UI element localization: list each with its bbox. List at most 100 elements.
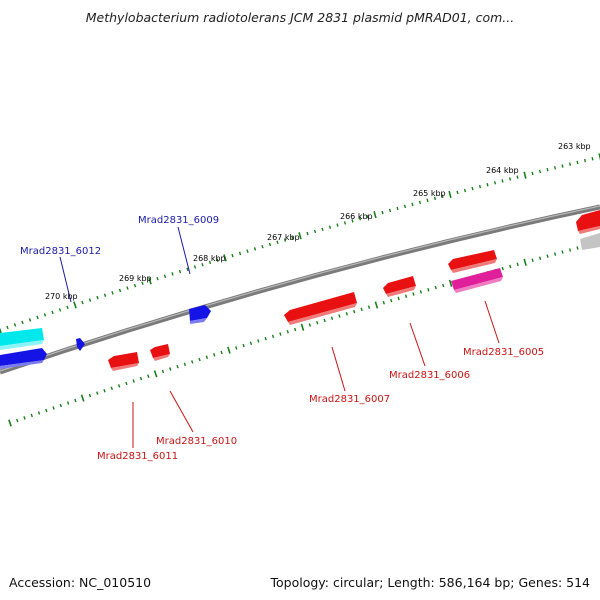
outer-tick xyxy=(546,167,549,172)
outer-tick xyxy=(433,196,437,201)
scale-label-266: 266 kbp xyxy=(340,212,373,221)
inner-tick xyxy=(286,330,289,334)
gene-edge-red[interactable] xyxy=(576,210,600,234)
inner-tick xyxy=(539,256,542,260)
outer-tick xyxy=(448,190,452,199)
scale-label-267: 267 kbp xyxy=(267,233,300,242)
inner-tick xyxy=(509,264,512,269)
inner-tick xyxy=(338,314,341,318)
inner-tick xyxy=(242,343,245,348)
inner-tick xyxy=(80,394,85,402)
outer-tick xyxy=(508,177,512,181)
inner-tick xyxy=(74,398,77,403)
label-leader-lines xyxy=(59,226,500,448)
gene-6006[interactable] xyxy=(383,276,416,297)
outer-tick xyxy=(118,288,122,293)
outer-tick xyxy=(561,164,564,168)
outer-tick xyxy=(186,267,189,272)
inner-tick xyxy=(427,288,430,292)
leader-6009 xyxy=(177,226,191,275)
gene-label-6005[interactable]: Mrad2831_6005 xyxy=(463,347,544,358)
outer-tick xyxy=(358,217,362,221)
outer-tick xyxy=(411,202,414,207)
inner-tick xyxy=(553,252,557,256)
inner-tick xyxy=(353,309,356,314)
outer-tick xyxy=(66,305,69,310)
inner-tick xyxy=(279,332,282,336)
gene-6007[interactable] xyxy=(284,292,357,325)
inner-tick xyxy=(139,376,143,381)
scale-label-265: 265 kbp xyxy=(413,189,446,198)
outer-tick xyxy=(163,274,167,278)
outer-tick xyxy=(111,291,114,295)
gene-label-6006[interactable]: Mrad2831_6006 xyxy=(389,370,470,381)
inner-tick xyxy=(52,406,55,410)
gene-6005[interactable] xyxy=(451,268,503,293)
gene-label-6012[interactable]: Mrad2831_6012 xyxy=(20,246,101,257)
inner-tick xyxy=(37,411,41,415)
gene-label-6010[interactable]: Mrad2831_6010 xyxy=(156,436,237,447)
gene-label-6011[interactable]: Mrad2831_6011 xyxy=(97,451,178,462)
gene-6012[interactable] xyxy=(0,328,44,350)
outer-tick xyxy=(388,208,392,213)
gene-edge-gray[interactable] xyxy=(580,233,600,250)
outer-tick xyxy=(178,269,182,274)
inner-tick-track xyxy=(8,238,600,427)
inner-tick xyxy=(434,285,437,290)
gene-6005-red[interactable] xyxy=(448,250,497,273)
accession-text: Accession: NC_010510 xyxy=(9,575,151,590)
outer-tick xyxy=(13,323,17,327)
gene-features xyxy=(0,210,600,371)
scale-label-263: 263 kbp xyxy=(558,142,591,151)
inner-tick xyxy=(516,262,519,267)
gene-6009[interactable] xyxy=(189,305,211,324)
inner-tick xyxy=(161,369,165,374)
outer-tick xyxy=(343,221,347,225)
inner-tick xyxy=(419,290,423,294)
outer-tick xyxy=(313,229,317,234)
leader-6010 xyxy=(169,390,194,433)
inner-tick xyxy=(367,305,371,309)
outer-tick xyxy=(501,179,504,183)
inner-tick xyxy=(442,283,445,288)
outer-tick xyxy=(0,327,2,334)
outer-tick xyxy=(336,223,339,227)
outer-tick xyxy=(126,286,129,290)
scale-labels: 263 kbp 264 kbp 265 kbp 266 kbp 267 kbp … xyxy=(45,142,591,301)
inner-tick xyxy=(153,370,158,378)
inner-tick xyxy=(374,301,379,309)
outer-tick xyxy=(471,186,474,191)
outer-tick xyxy=(478,184,482,189)
inner-tick xyxy=(213,353,216,357)
outer-tick xyxy=(171,272,174,276)
inner-tick xyxy=(330,316,334,320)
outer-tick xyxy=(328,225,332,229)
outer-tick-track xyxy=(0,153,600,334)
inner-tick xyxy=(293,327,297,332)
inner-tick xyxy=(183,362,187,367)
outer-tick xyxy=(456,190,459,195)
inner-tick xyxy=(23,416,26,420)
inner-tick xyxy=(191,360,194,364)
outer-tick xyxy=(133,283,137,288)
gene-labels: Mrad2831_6009 Mrad2831_6012 Mrad2831_600… xyxy=(20,215,544,462)
inner-tick xyxy=(227,346,231,354)
outer-tick xyxy=(148,277,152,285)
gene-label-6009[interactable]: Mrad2831_6009 xyxy=(138,215,219,226)
gene-label-6007[interactable]: Mrad2831_6007 xyxy=(309,394,390,405)
outer-tick xyxy=(553,166,557,170)
inner-tick xyxy=(66,401,70,405)
gene-small-blue[interactable] xyxy=(76,338,85,351)
outer-tick xyxy=(591,157,594,161)
gene-6012-b[interactable] xyxy=(0,348,47,369)
outer-tick xyxy=(231,253,234,258)
outer-tick xyxy=(51,310,54,315)
outer-tick xyxy=(36,315,39,320)
outer-tick xyxy=(321,227,324,232)
gene-6011[interactable] xyxy=(108,352,139,371)
outer-tick xyxy=(298,232,302,240)
inner-tick xyxy=(96,391,99,395)
inner-tick xyxy=(501,266,504,271)
gene-6010[interactable] xyxy=(150,344,170,361)
